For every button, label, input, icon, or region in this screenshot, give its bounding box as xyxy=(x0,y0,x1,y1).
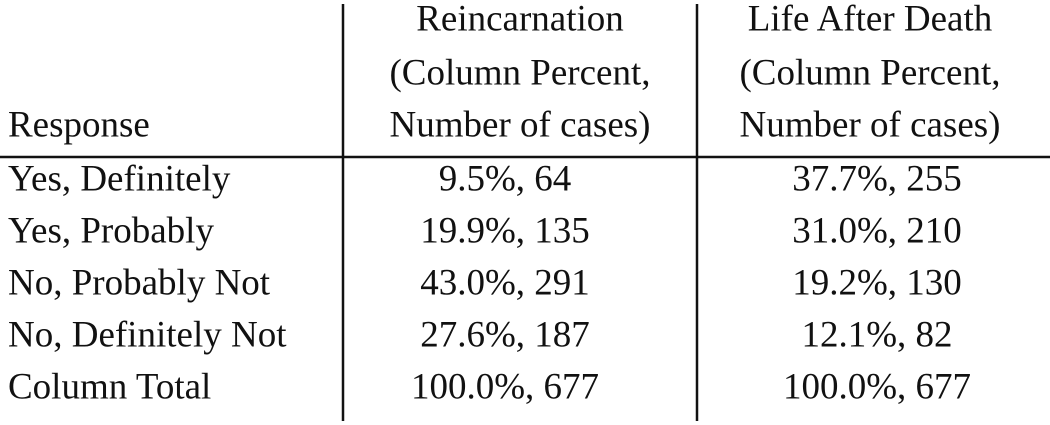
cell: 9.5%, 64 xyxy=(439,158,572,199)
cell: 19.9%, 135 xyxy=(420,210,590,251)
cell: 100.0%, 677 xyxy=(411,366,599,407)
row-label: No, Definitely Not xyxy=(8,314,287,355)
header-text: Reincarnation xyxy=(416,0,624,39)
header-text: Number of cases) xyxy=(390,104,651,145)
row-label: No, Probably Not xyxy=(8,262,271,303)
row-label: Yes, Probably xyxy=(8,210,214,251)
cell: 12.1%, 82 xyxy=(801,314,952,355)
header-text: (Column Percent, xyxy=(389,52,650,93)
cell: 19.2%, 130 xyxy=(792,262,962,303)
row-label: Column Total xyxy=(8,366,211,407)
header-text: (Column Percent, xyxy=(739,52,1000,93)
header-text: Response xyxy=(8,104,150,145)
cell: 27.6%, 187 xyxy=(420,314,590,355)
header-text: Life After Death xyxy=(748,0,993,39)
header-text: Number of cases) xyxy=(740,104,1001,145)
cell: 100.0%, 677 xyxy=(783,366,971,407)
cell: 43.0%, 291 xyxy=(420,262,590,303)
cell: 31.0%, 210 xyxy=(792,210,962,251)
row-label: Yes, Definitely xyxy=(8,158,231,199)
cell: 37.7%, 255 xyxy=(792,158,962,199)
